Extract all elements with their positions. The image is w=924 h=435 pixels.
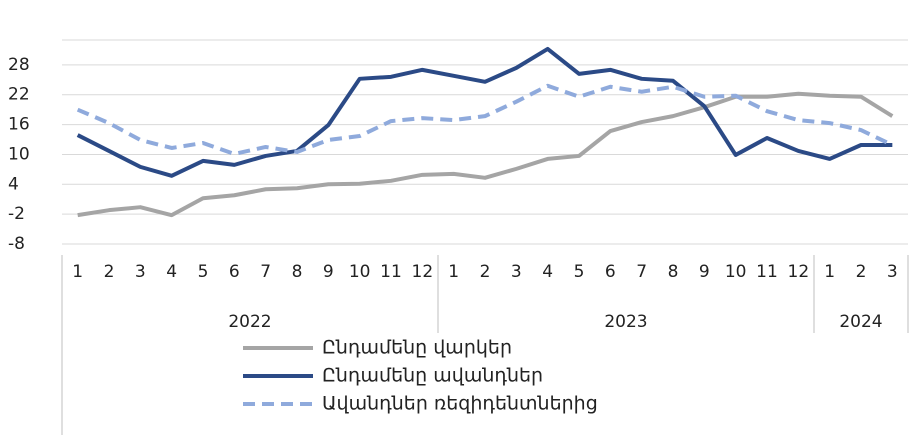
x-tick-label: 2 (856, 262, 867, 282)
series-line (77, 91, 894, 218)
x-tick-label: 5 (574, 262, 585, 282)
y-tick-label: -2 (8, 204, 25, 224)
y-tick-label: 16 (8, 115, 30, 135)
x-tick-label: 8 (668, 262, 679, 282)
x-tick-label: 5 (198, 262, 209, 282)
x-tick-label: 8 (292, 262, 303, 282)
x-tick-label: 9 (323, 262, 334, 282)
y-tick-label: 4 (8, 174, 19, 194)
year-label: 2024 (839, 312, 882, 332)
x-tick-label: 3 (887, 262, 898, 282)
x-tick-label: 4 (166, 262, 177, 282)
x-tick-label: 3 (511, 262, 522, 282)
x-tick-label: 10 (349, 262, 371, 282)
legend-label: Ընդամենը ավանդներ (322, 365, 543, 387)
x-tick-label: 11 (756, 262, 778, 282)
x-tick-label: 10 (725, 262, 747, 282)
x-tick-label: 9 (699, 262, 710, 282)
y-tick-label: -8 (8, 234, 25, 254)
x-tick-label: 2 (104, 262, 115, 282)
x-tick-label: 7 (260, 262, 271, 282)
y-tick-label: 28 (8, 55, 30, 75)
legend-label: Ավանդներ ռեզիդենտներից (322, 393, 598, 415)
x-tick-label: 4 (542, 262, 553, 282)
x-tick-label: 11 (380, 262, 402, 282)
x-tick-label: 3 (135, 262, 146, 282)
x-tick-label: 1 (824, 262, 835, 282)
series-line (76, 46, 893, 178)
year-label: 2022 (228, 312, 271, 332)
x-tick-label: 12 (788, 262, 810, 282)
x-tick-label: 7 (636, 262, 647, 282)
x-tick-label: 6 (229, 262, 240, 282)
y-tick-label: 22 (8, 85, 30, 105)
x-tick-label: 6 (605, 262, 616, 282)
series-line (76, 83, 894, 156)
x-tick-label: 12 (412, 262, 434, 282)
legend-label: Ընդամենը վարկեր (322, 337, 512, 359)
y-tick-label: 10 (8, 144, 30, 164)
x-tick-label: 1 (448, 262, 459, 282)
x-tick-label: 1 (72, 262, 83, 282)
x-tick-label: 2 (480, 262, 491, 282)
year-label: 2023 (604, 312, 647, 332)
